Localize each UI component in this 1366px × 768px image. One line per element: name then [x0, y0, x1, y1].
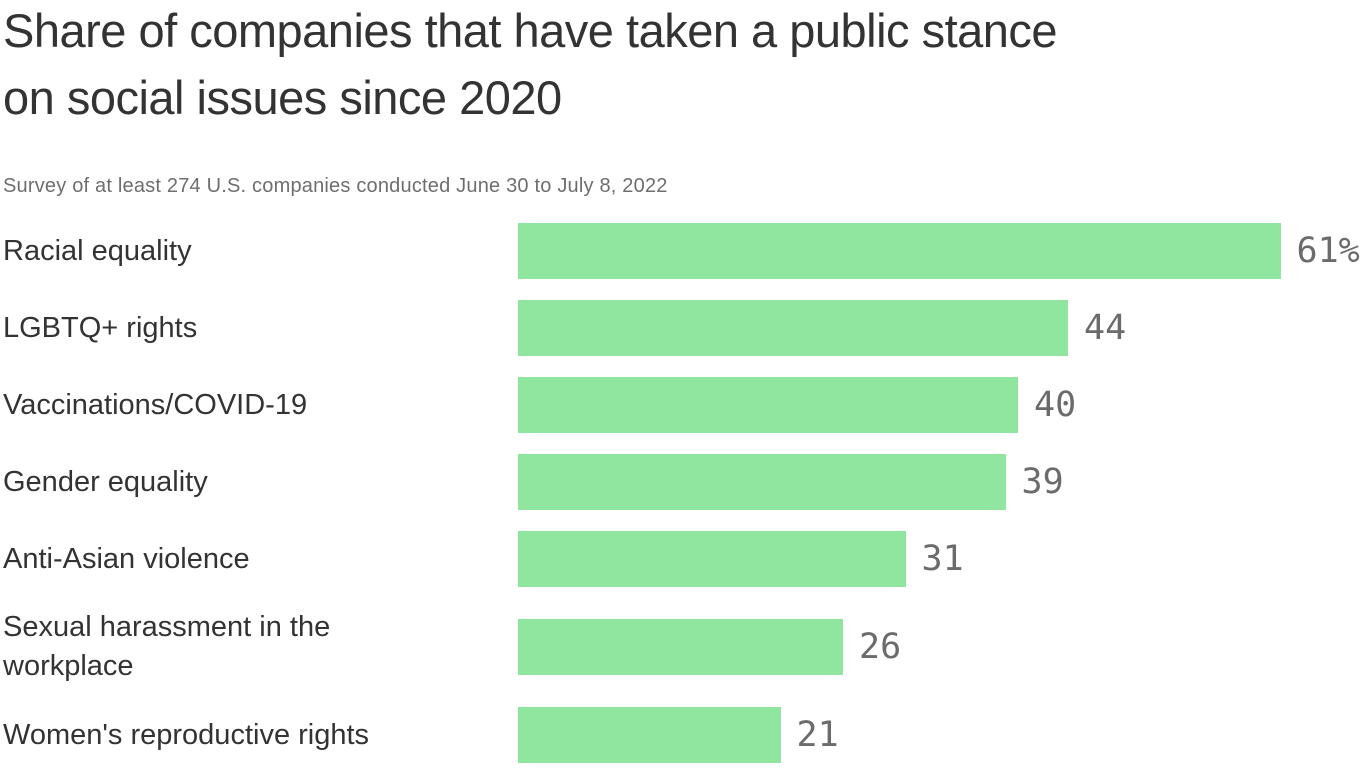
bar	[518, 300, 1068, 356]
chart-row: LGBTQ+ rights 44	[3, 300, 1366, 356]
chart-subtitle: Survey of at least 274 U.S. companies co…	[3, 175, 668, 197]
value-label: 40	[1034, 384, 1077, 425]
bar	[518, 454, 1006, 510]
chart-row: Racial equality 61%	[3, 223, 1366, 279]
bar-chart: Racial equality 61% LGBTQ+ rights 44 Vac…	[3, 223, 1366, 763]
bar	[518, 377, 1018, 433]
bar	[518, 707, 781, 763]
bar-area: 61%	[518, 223, 1366, 279]
bar-area: 26	[518, 619, 1366, 675]
bar-area: 31	[518, 531, 1366, 587]
chart-row: Vaccinations/COVID-19 40	[3, 377, 1366, 433]
bar-area: 40	[518, 377, 1366, 433]
category-label: Anti-Asian violence	[3, 542, 250, 575]
chart-title-line2: on social issues since 2020	[3, 71, 562, 124]
value-label: 21	[796, 714, 839, 755]
value-label: 31	[921, 538, 964, 579]
bar	[518, 619, 843, 675]
bar	[518, 223, 1281, 279]
category-label: LGBTQ+ rights	[3, 311, 198, 344]
chart-title: Share of companies that have taken a pub…	[3, 0, 1366, 131]
chart-row: Women's reproductive rights 21	[3, 707, 1366, 763]
value-label: 61%	[1296, 230, 1360, 271]
chart-row: Gender equality 39	[3, 454, 1366, 510]
category-label: Gender equality	[3, 465, 208, 498]
bar-area: 21	[518, 707, 1366, 763]
value-label: 44	[1084, 307, 1127, 348]
category-label: Women's reproductive rights	[3, 718, 370, 751]
bar-area: 39	[518, 454, 1366, 510]
bar	[518, 531, 906, 587]
value-label: 26	[859, 626, 902, 667]
category-label: Vaccinations/COVID-19	[3, 388, 308, 421]
bar-area: 44	[518, 300, 1366, 356]
chart-row: Sexual harassment in the workplace 26	[3, 608, 1366, 686]
chart-row: Anti-Asian violence 31	[3, 531, 1366, 587]
category-label: Racial equality	[3, 234, 192, 267]
chart-title-line1: Share of companies that have taken a pub…	[3, 4, 1058, 57]
value-label: 39	[1021, 461, 1064, 502]
category-label: Sexual harassment in the workplace	[3, 611, 331, 682]
